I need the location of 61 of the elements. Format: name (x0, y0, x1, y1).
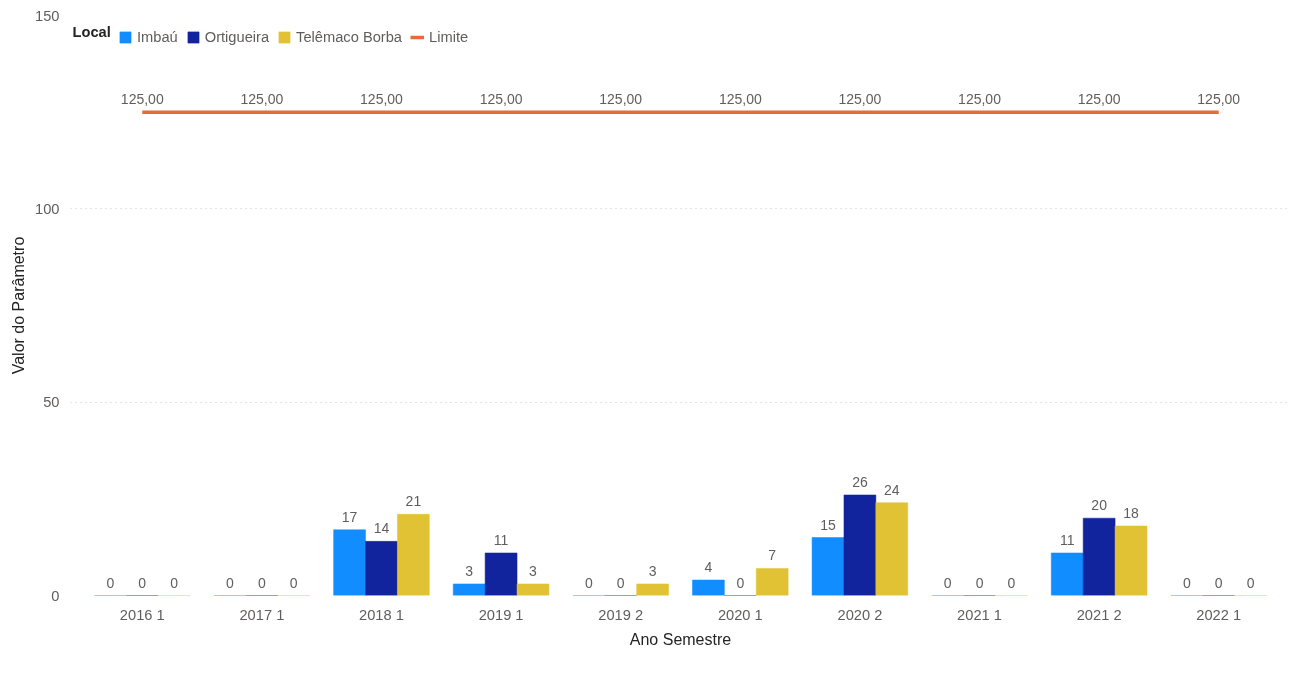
data-label: 18 (1123, 504, 1140, 521)
data-label: 3 (529, 562, 538, 579)
x-tick-label: 2018 1 (359, 606, 404, 623)
y-axis-title: Valor do Parâmetro (10, 236, 28, 375)
data-label: 20 (1091, 497, 1108, 514)
data-label: 11 (1059, 531, 1075, 548)
data-label: 125,00 (360, 91, 404, 108)
data-label: 17 (341, 508, 358, 525)
x-tick-label: 2020 1 (717, 606, 763, 623)
legend-title: Local (72, 23, 111, 40)
legend-label: Ortigueira (204, 29, 270, 45)
data-label: 0 (138, 574, 147, 591)
data-label: 0 (289, 574, 298, 591)
data-label: 4 (704, 559, 713, 576)
data-label: 0 (943, 574, 952, 591)
x-tick-label: 2021 1 (957, 606, 1002, 623)
data-label: 125,00 (718, 91, 762, 108)
data-label: 0 (1007, 574, 1016, 591)
data-label: 0 (1246, 574, 1255, 591)
x-tick-label: 2021 2 (1076, 606, 1122, 623)
data-label: 11 (493, 531, 509, 548)
legend-label: Imbaú (137, 29, 178, 45)
data-label: 0 (106, 574, 115, 591)
data-label: 3 (648, 562, 657, 579)
x-tick-label: 2016 1 (119, 606, 165, 623)
data-label: 0 (257, 574, 266, 591)
y-tick-label: 50 (43, 394, 60, 411)
data-label: 125,00 (1197, 91, 1241, 108)
x-tick-label: 2019 2 (598, 606, 644, 623)
data-label: 0 (170, 574, 179, 591)
data-label: 26 (852, 473, 868, 490)
y-tick-label: 150 (35, 7, 60, 24)
data-label: 0 (226, 574, 235, 591)
x-axis-title: Ano Semestre (629, 630, 732, 648)
x-tick-label: 2022 1 (1196, 606, 1242, 623)
data-label: 21 (405, 493, 422, 510)
data-label: 125,00 (120, 91, 164, 108)
x-tick-label: 2017 1 (239, 606, 285, 623)
data-label: 15 (820, 516, 837, 533)
x-tick-label: 2019 1 (478, 606, 524, 623)
data-label: 125,00 (479, 91, 523, 108)
data-label: 125,00 (240, 91, 284, 108)
data-label: 7 (768, 547, 777, 564)
data-label: 3 (465, 562, 474, 579)
legend-label: Telêmaco Borba (296, 29, 403, 45)
data-label: 14 (373, 520, 390, 537)
data-label: 125,00 (1077, 91, 1121, 108)
data-label: 0 (736, 574, 745, 591)
data-label: 125,00 (599, 91, 643, 108)
data-label: 125,00 (838, 91, 882, 108)
data-label: 0 (1214, 574, 1223, 591)
y-tick-label: 0 (51, 587, 60, 604)
x-tick-label: 2020 2 (837, 606, 883, 623)
data-label: 0 (584, 574, 593, 591)
data-label: 0 (975, 574, 984, 591)
data-label: 0 (1182, 574, 1191, 591)
data-label: 0 (616, 574, 625, 591)
y-tick-label: 100 (35, 200, 60, 217)
legend-label: Limite (429, 29, 469, 45)
data-label: 24 (884, 481, 900, 498)
data-label: 125,00 (958, 91, 1002, 108)
